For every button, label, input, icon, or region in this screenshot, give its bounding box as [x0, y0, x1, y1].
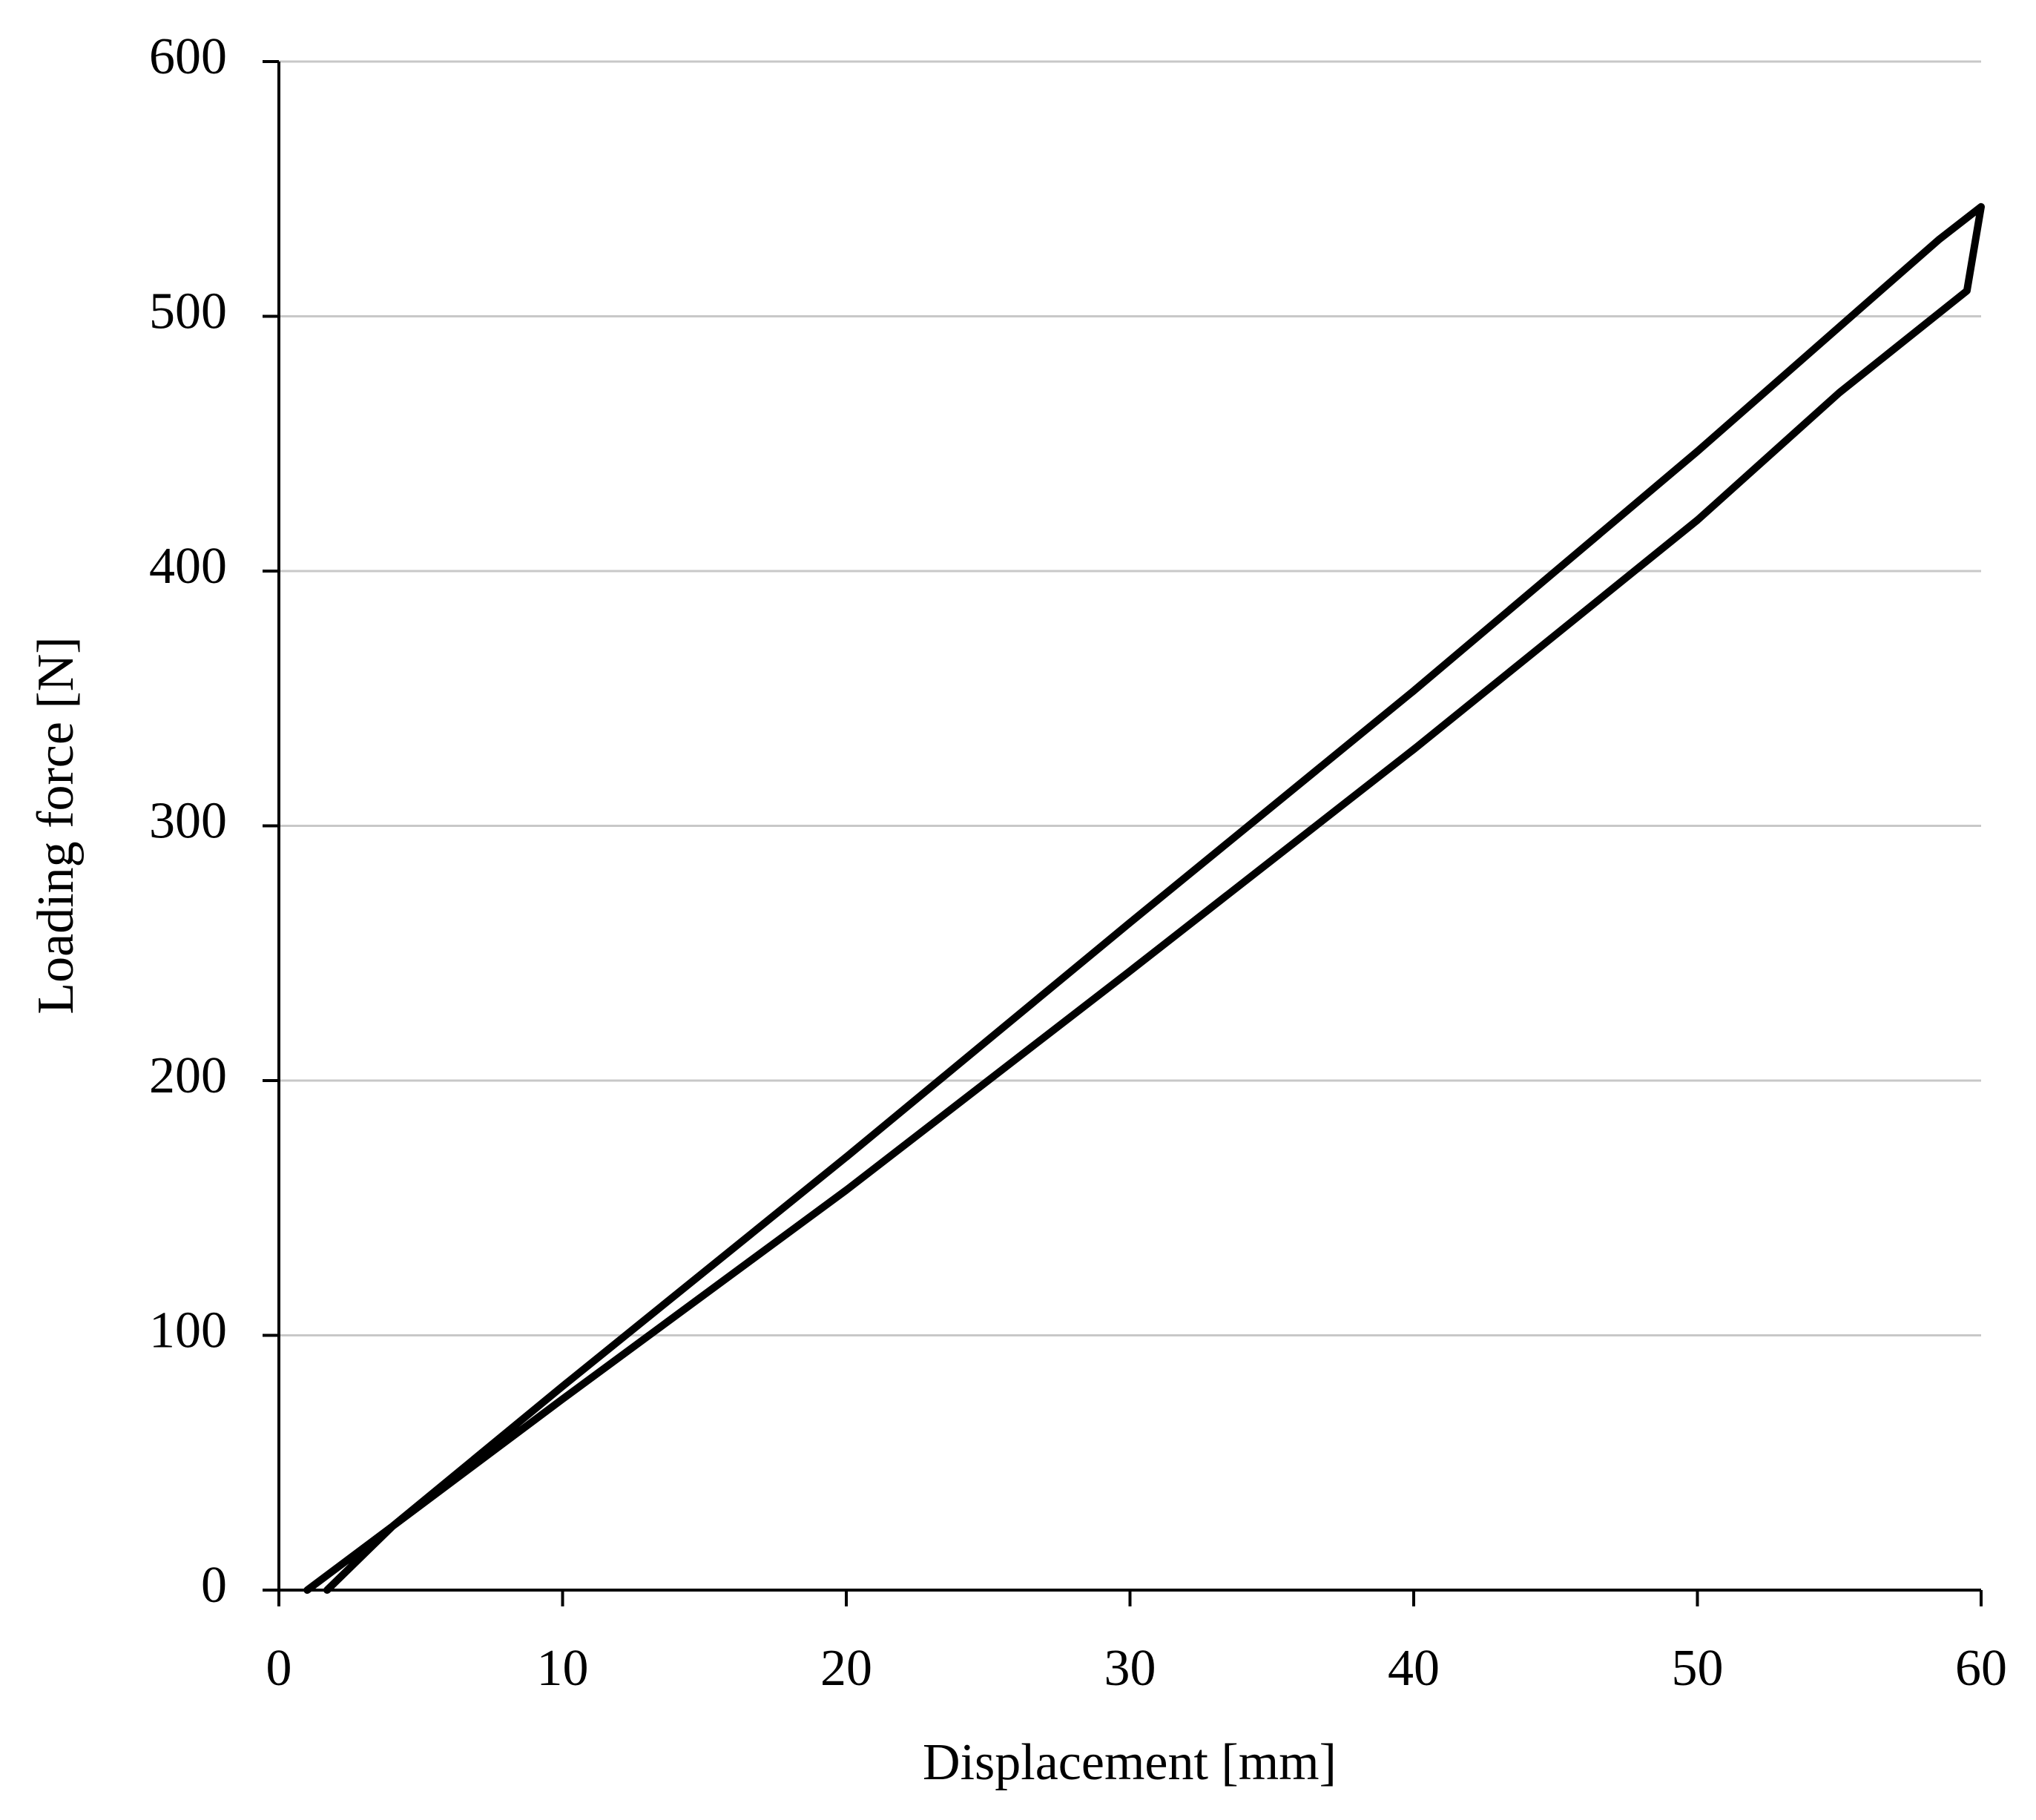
data-line	[303, 202, 1985, 1594]
y-tick-label: 400	[149, 538, 227, 595]
y-tick-label: 600	[149, 28, 227, 85]
y-tick-label: 300	[149, 793, 227, 850]
x-tick-label: 50	[1672, 1640, 1724, 1697]
x-tick-label: 10	[537, 1640, 589, 1697]
x-tick-label: 40	[1388, 1640, 1440, 1697]
x-tick-label: 30	[1104, 1640, 1156, 1697]
y-tick-label: 500	[149, 283, 227, 340]
y-tick-label: 0	[201, 1557, 227, 1614]
y-axis-label: Loading force [N]	[27, 636, 85, 1014]
x-tick-label: 20	[820, 1640, 872, 1697]
y-tick-label: 200	[149, 1047, 227, 1104]
y-tick-label: 100	[149, 1302, 227, 1359]
x-axis-label: Displacement [mm]	[923, 1734, 1337, 1791]
x-tick-label: 60	[1955, 1640, 2007, 1697]
x-tick-label: 0	[266, 1640, 292, 1697]
